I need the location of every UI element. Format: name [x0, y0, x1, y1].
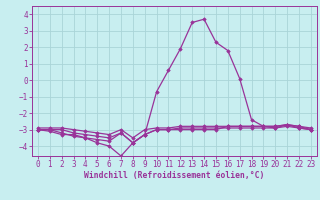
- X-axis label: Windchill (Refroidissement éolien,°C): Windchill (Refroidissement éolien,°C): [84, 171, 265, 180]
